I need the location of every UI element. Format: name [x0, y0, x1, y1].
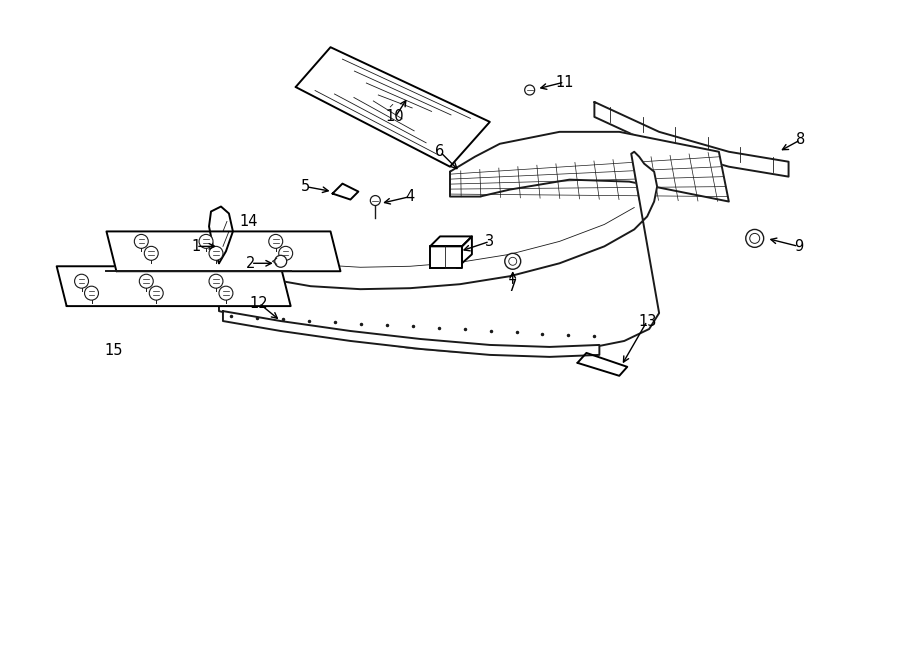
Circle shape: [85, 286, 98, 300]
Circle shape: [149, 286, 163, 300]
Polygon shape: [296, 47, 490, 167]
Circle shape: [746, 229, 764, 247]
Circle shape: [209, 274, 223, 288]
Circle shape: [370, 196, 381, 206]
Text: 6: 6: [436, 144, 445, 159]
Circle shape: [75, 274, 88, 288]
Text: 14: 14: [239, 214, 258, 229]
Polygon shape: [223, 311, 599, 357]
Text: 8: 8: [796, 132, 806, 147]
Text: 11: 11: [555, 75, 574, 89]
Circle shape: [140, 274, 153, 288]
Polygon shape: [594, 102, 788, 176]
Text: 13: 13: [638, 313, 656, 329]
Polygon shape: [209, 206, 233, 263]
Polygon shape: [462, 237, 472, 263]
Text: 7: 7: [508, 279, 518, 293]
Circle shape: [219, 286, 233, 300]
Circle shape: [134, 235, 148, 249]
Circle shape: [269, 235, 283, 249]
Text: 10: 10: [386, 110, 404, 124]
Circle shape: [279, 247, 292, 260]
Circle shape: [209, 247, 223, 260]
Polygon shape: [578, 353, 627, 376]
Polygon shape: [450, 132, 729, 202]
Text: 2: 2: [247, 256, 256, 271]
Polygon shape: [106, 231, 340, 271]
Text: 5: 5: [301, 179, 310, 194]
Text: 9: 9: [794, 239, 803, 254]
Polygon shape: [332, 184, 358, 200]
Text: 4: 4: [406, 189, 415, 204]
Circle shape: [505, 253, 521, 269]
Polygon shape: [219, 152, 659, 353]
Polygon shape: [430, 237, 472, 247]
Text: 3: 3: [485, 234, 494, 249]
Circle shape: [750, 233, 760, 243]
Text: 12: 12: [249, 295, 268, 311]
Circle shape: [274, 255, 287, 267]
Polygon shape: [57, 266, 291, 306]
Circle shape: [525, 85, 535, 95]
Text: 15: 15: [104, 344, 122, 358]
Polygon shape: [430, 247, 462, 268]
Circle shape: [508, 257, 517, 265]
Circle shape: [199, 235, 213, 249]
Circle shape: [144, 247, 158, 260]
Text: 1: 1: [192, 239, 201, 254]
